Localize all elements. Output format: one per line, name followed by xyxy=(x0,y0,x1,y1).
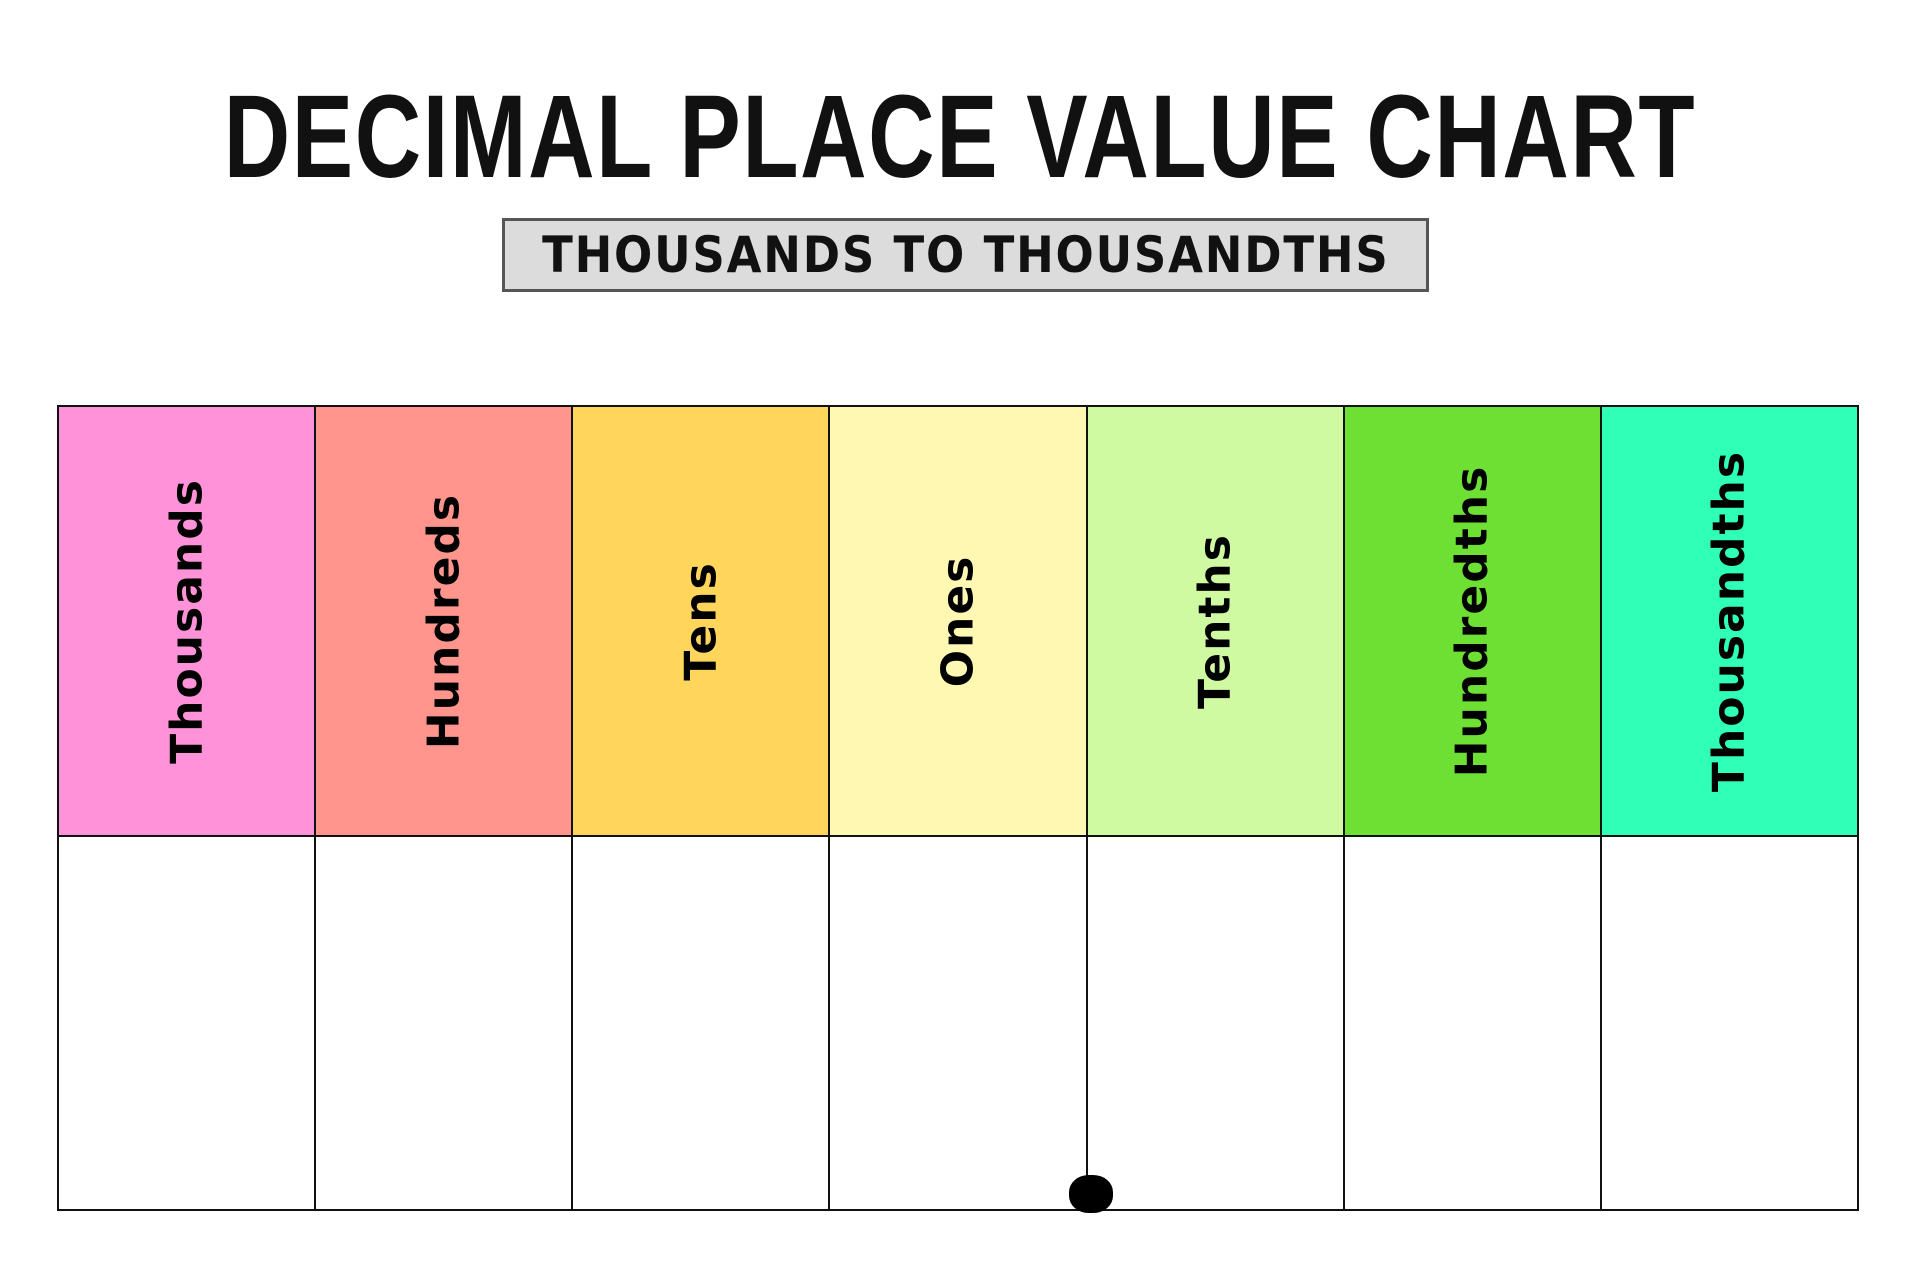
column-tens: Tens xyxy=(573,407,831,1209)
column-label: Tenths xyxy=(1189,533,1241,709)
column-label: Thousandths xyxy=(1703,449,1755,793)
column-header: Tens xyxy=(573,407,829,837)
page-title: DECIMAL PLACE VALUE CHART xyxy=(223,71,1697,203)
column-header: Hundreds xyxy=(316,407,572,837)
column-label: Hundredths xyxy=(1446,464,1498,778)
column-header: Thousands xyxy=(59,407,315,837)
column-hundredths: Hundredths xyxy=(1344,407,1602,1209)
column-thousandths: Thousandths xyxy=(1601,407,1857,1209)
entry-cell[interactable] xyxy=(1344,837,1600,1209)
column-ones: Ones xyxy=(830,407,1088,1209)
column-label: Tens xyxy=(675,561,727,681)
column-hundreds: Hundreds xyxy=(316,407,574,1209)
column-header: Tenths xyxy=(1087,407,1343,837)
column-tenths: Tenths xyxy=(1087,407,1345,1209)
place-value-table: Thousands Hundreds Tens Ones Tenths Hund… xyxy=(57,405,1859,1211)
column-label: Hundreds xyxy=(418,492,470,750)
entry-cell[interactable] xyxy=(316,837,572,1209)
entry-cell[interactable] xyxy=(1601,837,1857,1209)
column-header: Thousandths xyxy=(1601,407,1857,837)
entry-cell[interactable] xyxy=(573,837,829,1209)
column-label: Thousands xyxy=(161,478,213,764)
subtitle: THOUSANDS TO THOUSANDTHS xyxy=(541,226,1390,284)
column-label: Ones xyxy=(932,554,984,688)
decimal-point-dot xyxy=(1069,1175,1113,1213)
subtitle-box: THOUSANDS TO THOUSANDTHS xyxy=(502,218,1429,292)
entry-cell[interactable] xyxy=(1087,837,1343,1209)
entry-cell[interactable] xyxy=(59,837,315,1209)
entry-cell[interactable] xyxy=(830,837,1086,1209)
column-header: Hundredths xyxy=(1344,407,1600,837)
column-header: Ones xyxy=(830,407,1086,837)
column-thousands: Thousands xyxy=(59,407,317,1209)
